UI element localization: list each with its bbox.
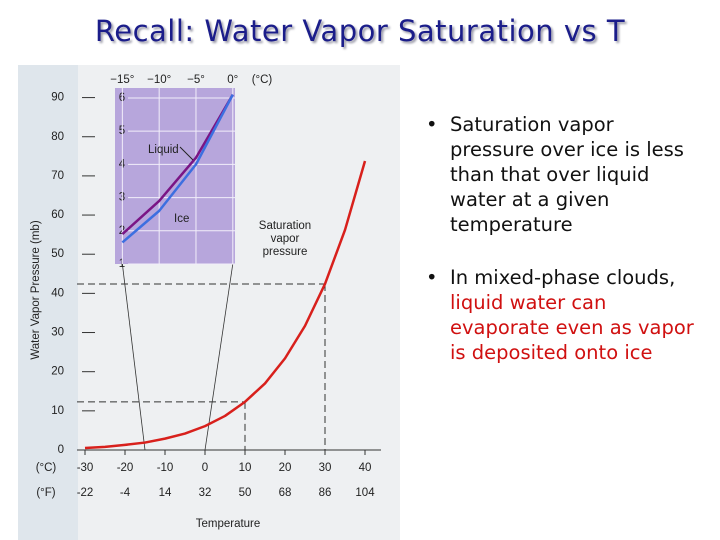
inset-x-unit-label: (°C): [252, 74, 273, 86]
x2-tick-label: 104: [355, 487, 375, 499]
inset-background: [115, 88, 235, 264]
connector: [121, 263, 146, 451]
y-tick-label: 60: [51, 209, 64, 221]
y-tick-label: 40: [51, 287, 64, 299]
x2-tick-label: 68: [279, 487, 292, 499]
slide-title: Recall: Water Vapor Saturation vs T: [94, 14, 626, 48]
label-arrow: [179, 146, 194, 161]
figure: 0 10 20 30 40 50 60 70 80 90 -30 -20 -10 0 10 20 30 40 -22…: [18, 65, 400, 540]
inset-x-tick-label: −5°: [187, 74, 205, 86]
x2-tick-label: -22: [77, 487, 94, 499]
bullet-list: Saturation vapor pressure over ice is le…: [426, 112, 696, 393]
x-tick-label: 40: [359, 462, 372, 474]
y-axis-label: Water Vapor Pressure (mb): [30, 220, 42, 359]
x-tick-label: 0: [202, 462, 208, 474]
inset-x-tick-label: −10°: [147, 74, 171, 86]
annotation: vapor: [271, 233, 300, 245]
x-tick-label: 10: [239, 462, 252, 474]
x2-tick-label: -4: [120, 487, 131, 499]
bullet: In mixed-phase clouds, liquid water can …: [426, 265, 696, 365]
x2-tick-label: 50: [239, 487, 252, 499]
series-label: Ice: [174, 213, 189, 225]
x-tick-label: -20: [117, 462, 134, 474]
series-line: [84, 160, 367, 450]
y-tick-label: 20: [51, 366, 64, 378]
x-unit-label: (°C): [36, 462, 57, 474]
x-tick-label: 20: [279, 462, 292, 474]
y-tick-label: 30: [51, 327, 64, 339]
y-tick-label: 50: [51, 248, 64, 260]
x2-tick-label: 14: [159, 487, 172, 499]
x2-unit-label: (°F): [36, 487, 55, 499]
annotation: Saturation: [259, 220, 311, 232]
y-tick-label: 90: [51, 92, 64, 104]
x-tick-label: 30: [319, 462, 332, 474]
inset-x-tick-label: 0°: [227, 74, 238, 86]
series-label: Liquid: [148, 144, 179, 156]
y-tick-label: 0: [58, 444, 64, 456]
series-line: [121, 94, 234, 236]
bullet-text: In mixed-phase clouds,: [450, 266, 676, 289]
inset-y-tick-label: 1: [119, 258, 125, 270]
bullet-text: Saturation vapor pressure over ice is le…: [450, 113, 684, 236]
x2-tick-label: 86: [319, 487, 332, 499]
x2-tick-label: 32: [199, 487, 212, 499]
bullet: Saturation vapor pressure over ice is le…: [426, 112, 696, 237]
bullet-text-highlight: liquid water can evaporate even as vapor…: [450, 291, 694, 364]
x-axis-label: Temperature: [196, 518, 261, 530]
y-tick-label: 10: [51, 405, 64, 417]
inset-x-tick-label: −15°: [110, 74, 134, 86]
x-tick-label: -10: [157, 462, 174, 474]
x-tick-label: -30: [77, 462, 94, 474]
series-line: [121, 94, 234, 244]
y-tick-label: 70: [51, 170, 64, 182]
figure-margin: [18, 65, 78, 540]
y-tick-label: 80: [51, 131, 64, 143]
connector: [204, 263, 234, 451]
annotation: pressure: [263, 246, 308, 258]
